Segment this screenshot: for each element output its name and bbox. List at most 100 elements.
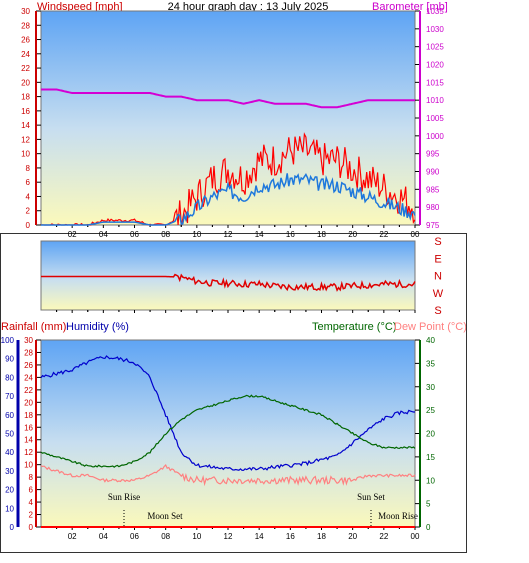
baro-tick-label: 1025 (426, 43, 444, 52)
wind-tick-label: 16 (21, 107, 30, 116)
rain-tick-label: 28 (24, 348, 33, 357)
baro-tick-label: 1020 (426, 61, 444, 70)
baro-tick-label: 980 (426, 203, 440, 212)
x-tick-label: 08 (161, 230, 170, 239)
direction-label: S (434, 305, 441, 317)
temperature-tick-label: 30 (426, 383, 435, 392)
sunset-label: Sun Set (357, 492, 385, 502)
rain-tick-label: 4 (29, 498, 34, 507)
rain-tick-label: 30 (24, 336, 33, 345)
baro-tick-label: 1010 (426, 96, 444, 105)
humidity-line (40, 355, 415, 471)
wind-tick-label: 6 (26, 178, 31, 187)
humidity-tick-label: 70 (5, 392, 14, 401)
avg-wind-line (41, 173, 416, 226)
x-tick-label: 12 (224, 532, 233, 541)
temperature-tick-label: 25 (426, 406, 435, 415)
wind-tick-label: 18 (21, 93, 30, 102)
humidity-tick-label: 80 (5, 373, 14, 382)
baro-tick-label: 1015 (426, 78, 444, 87)
rain-tick-label: 0 (29, 523, 34, 532)
wind-tick-label: 12 (21, 135, 30, 144)
temperature-tick-label: 20 (426, 430, 435, 439)
x-tick-label: 10 (192, 532, 201, 541)
rain-tick-label: 2 (29, 511, 34, 520)
x-tick-label: 22 (379, 532, 388, 541)
x-tick-label: 08 (161, 532, 170, 541)
temperature-tick-label: 40 (426, 336, 435, 345)
x-tick-label: 00 (411, 532, 420, 541)
rain-tick-label: 8 (29, 473, 34, 482)
wind-tick-label: 4 (26, 192, 31, 201)
barometer-line (41, 88, 415, 109)
rain-tick-label: 6 (29, 486, 34, 495)
x-tick-label: 16 (286, 532, 295, 541)
baro-tick-label: 1030 (426, 25, 444, 34)
wind-tick-label: 24 (21, 50, 30, 59)
humidity-axis-title: Humidity (%) (66, 321, 129, 333)
wind-tick-label: 14 (21, 121, 30, 130)
graph-title: 24 hour graph day : 13 July 2025 (168, 1, 329, 13)
humidity-tick-label: 0 (10, 523, 15, 532)
rain-tick-label: 18 (24, 411, 33, 420)
wind-axis-title: Windspeed [mph] (37, 1, 123, 13)
direction-label: S (434, 236, 441, 248)
direction-label: N (434, 271, 442, 283)
direction-panel (40, 240, 416, 311)
humidity-tick-label: 100 (1, 336, 15, 345)
x-tick-label: 06 (130, 230, 139, 239)
x-tick-label: 12 (224, 230, 233, 239)
wind-tick-label: 2 (26, 207, 31, 216)
x-tick-label: 04 (99, 532, 108, 541)
temperature-tick-label: 0 (426, 523, 431, 532)
x-tick-label: 20 (348, 230, 357, 239)
direction-label: W (433, 288, 444, 300)
humidity-tick-label: 50 (5, 430, 14, 439)
gust-line (40, 132, 416, 226)
rain-tick-label: 26 (24, 361, 33, 370)
rain-tick-label: 22 (24, 386, 33, 395)
humidity-tick-label: 20 (5, 486, 14, 495)
moonrise-label: Moon Rise (378, 511, 418, 521)
wind-tick-label: 30 (21, 7, 30, 16)
humidity-tick-label: 60 (5, 411, 14, 420)
x-tick-label: 04 (99, 230, 108, 239)
baro-tick-label: 985 (426, 185, 440, 194)
x-tick-label: 18 (317, 230, 326, 239)
temperature-tick-label: 35 (426, 359, 435, 368)
dewpoint-axis-title: Dew Point (°C) (394, 321, 467, 333)
wind-direction-line (41, 273, 416, 292)
direction-label: E (434, 253, 441, 265)
x-tick-label: 02 (68, 532, 77, 541)
x-tick-label: 22 (379, 230, 388, 239)
humidity-tick-label: 30 (5, 467, 14, 476)
humidity-tick-label: 90 (5, 355, 14, 364)
rain-tick-label: 20 (24, 398, 33, 407)
x-tick-label: 20 (348, 532, 357, 541)
humidity-tick-label: 10 (5, 504, 14, 513)
outer-frame (0, 233, 467, 553)
rain-tick-label: 24 (24, 373, 33, 382)
wind-tick-label: 26 (21, 36, 30, 45)
wind-tick-label: 10 (21, 150, 30, 159)
rainfall-axis-title: Rainfall (mm) (1, 321, 66, 333)
baro-tick-label: 1005 (426, 114, 444, 123)
wind-tick-label: 0 (26, 221, 31, 230)
baro-tick-label: 975 (426, 221, 440, 230)
x-tick-label: 06 (130, 532, 139, 541)
wind-tick-label: 20 (21, 78, 30, 87)
wind-tick-label: 28 (21, 21, 30, 30)
baro-tick-label: 990 (426, 168, 440, 177)
x-tick-label: 00 (411, 230, 420, 239)
baro-tick-label: 995 (426, 150, 440, 159)
x-tick-label: 18 (317, 532, 326, 541)
humidity-tick-label: 40 (5, 448, 14, 457)
wind-tick-label: 8 (26, 164, 31, 173)
temperature-axis-title: Temperature (°C) (312, 321, 396, 333)
rain-tick-label: 14 (24, 436, 33, 445)
temperature-tick-label: 5 (426, 500, 431, 509)
temperature-tick-label: 15 (426, 453, 435, 462)
x-tick-label: 14 (255, 230, 264, 239)
baro-tick-label: 1035 (426, 7, 444, 16)
